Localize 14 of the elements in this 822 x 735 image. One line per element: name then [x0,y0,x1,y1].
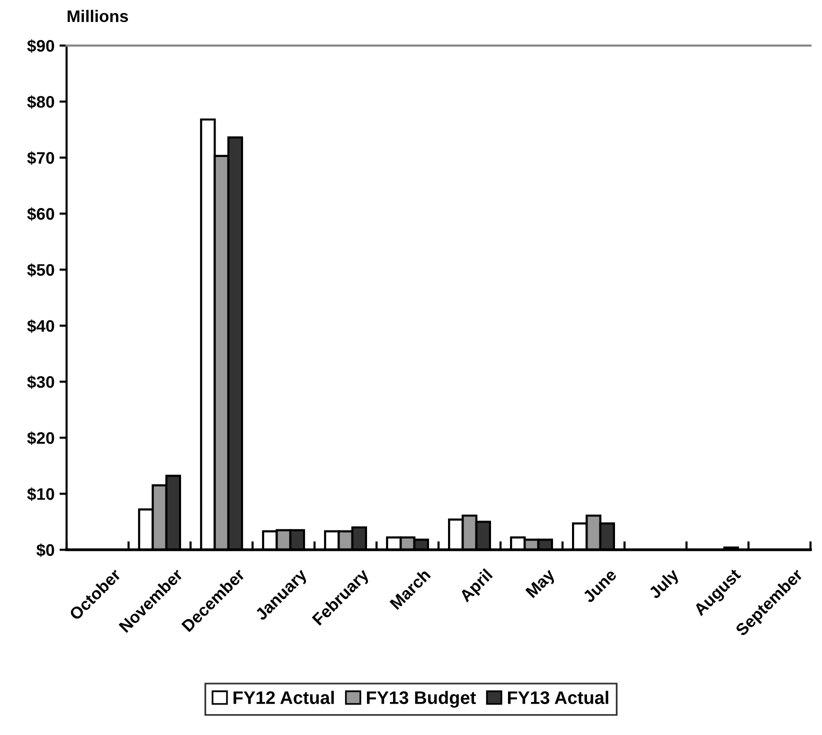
y-tick-label: $60 [27,207,54,221]
y-tick-label: $90 [27,39,54,53]
y-tick-label: $0 [36,543,54,558]
y-tick-label: $40 [27,319,54,333]
y-tick-label: $30 [27,375,54,389]
y-axis-title: Millions [68,10,128,22]
y-tick-label: $10 [27,487,54,502]
legend-label: FY13 Actual [508,690,608,704]
y-tick-label: $70 [27,151,54,165]
y-tick-label: $50 [27,263,54,277]
y-tick-label: $80 [27,95,54,109]
legend-label: FY13 Budget [366,690,476,708]
y-tick-label: $20 [27,431,54,446]
legend-label: FY12 Actual [234,690,334,704]
